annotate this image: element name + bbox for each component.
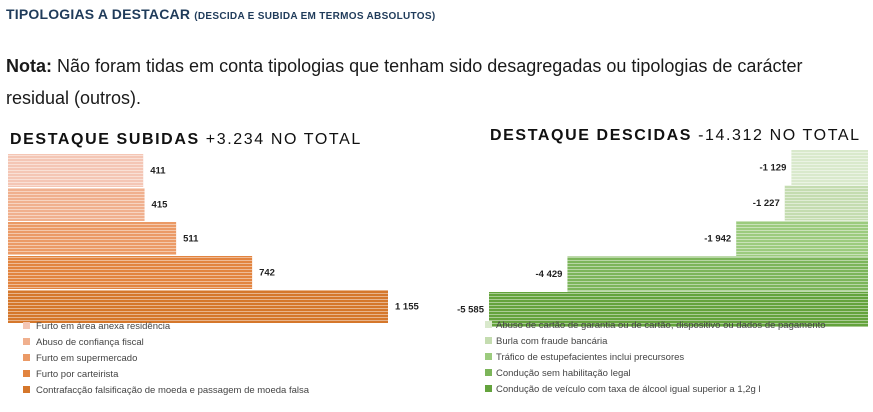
falls-bar-texture-4: [489, 292, 868, 327]
note-paragraph: Nota: Não foram tidas em conta tipologia…: [6, 50, 866, 114]
falls-value-label-4: -5 585: [457, 305, 485, 316]
rises-value-label-2: 511: [183, 234, 199, 245]
rises-value-label-4: 1 155: [395, 302, 419, 313]
rises-legend-item-abuso-de-confianca-fiscal: Abuso de confiança fiscal: [36, 337, 144, 348]
note-text: Não foram tidas em conta tipologias que …: [6, 56, 803, 108]
falls-chart-title: DESTAQUE DESCIDAS -14.312 NO TOTAL: [490, 127, 861, 145]
falls-value-label-0: -1 129: [759, 163, 786, 174]
page-heading-subtitle: (DESCIDA E SUBIDA EM TERMOS ABSOLUTOS): [194, 11, 436, 22]
falls-value-label-1: -1 227: [753, 198, 780, 209]
rises-legend-item-contrafaccao-falsificacao-de-moeda-e-pas: Contrafacção falsificação de moeda e pas…: [36, 385, 310, 396]
rises-legend-swatch-furto-por-carteirista: [23, 370, 30, 377]
falls-legend-swatch-conducao-de-veiculo-com-taxa-de-alcool-i: [485, 385, 492, 392]
falls-legend-swatch-abuso-de-cartao-de-garantia-ou-de-cartao: [485, 321, 492, 328]
falls-legend-item-trafico-de-estupefacientes-inclui-precur: Tráfico de estupefacientes inclui precur…: [496, 352, 684, 363]
rises-legend-swatch-contrafaccao-falsificacao-de-moeda-e-pas: [23, 386, 30, 393]
rises-legend-swatch-furto-em-supermercado: [23, 354, 30, 361]
falls-legend-item-abuso-de-cartao-de-garantia-ou-de-cartao: Abuso de cartão de garantia ou de cartão…: [496, 320, 826, 331]
rises-value-label-1: 415: [152, 200, 169, 211]
rises-chart-title: DESTAQUE SUBIDAS +3.234 NO TOTAL: [10, 131, 362, 149]
falls-bar-texture-1: [784, 185, 868, 221]
rises-bar-texture-2: [8, 222, 177, 255]
falls-chart-title-rest: -14.312 NO TOTAL: [692, 127, 861, 144]
rises-chart-title-bold: DESTAQUE SUBIDAS: [10, 131, 200, 148]
page-heading-title: TIPOLOGIAS A DESTACAR: [6, 6, 191, 22]
rises-legend-item-furto-por-carteirista: Furto por carteirista: [36, 369, 119, 380]
rises-legend-item-furto-em-area-anexa-residencia: Furto em área anexa residência: [36, 321, 171, 332]
falls-bar-texture-2: [736, 221, 868, 256]
rises-bar-texture-1: [8, 188, 145, 221]
falls-legend-swatch-burla-com-fraude-bancaria: [485, 337, 492, 344]
falls-legend-swatch-conducao-sem-habilitacao-legal: [485, 369, 492, 376]
falls-legend-item-conducao-sem-habilitacao-legal: Condução sem habilitação legal: [496, 368, 631, 379]
rises-legend-item-furto-em-supermercado: Furto em supermercado: [36, 353, 137, 364]
rises-legend-swatch-abuso-de-confianca-fiscal: [23, 338, 30, 345]
rises-bar-texture-4: [8, 290, 388, 323]
falls-legend-swatch-trafico-de-estupefacientes-inclui-precur: [485, 353, 492, 360]
rises-chart: 411 415 511 742 1 155 Furto em área anexa res…: [8, 154, 419, 396]
falls-bar-texture-3: [567, 256, 868, 292]
falls-legend-item-conducao-de-veiculo-com-taxa-de-alcool-i: Condução de veículo com taxa de álcool i…: [496, 384, 761, 395]
rises-bar-texture-0: [8, 154, 144, 187]
rises-legend-swatch-furto-em-area-anexa-residencia: [23, 322, 30, 329]
rises-chart-title-rest: +3.234 NO TOTAL: [199, 131, 362, 148]
falls-legend-item-burla-com-fraude-bancaria: Burla com fraude bancária: [496, 336, 608, 347]
falls-chart-title-bold: DESTAQUE DESCIDAS: [490, 127, 693, 144]
rises-value-label-3: 742: [259, 268, 275, 279]
falls-bar-texture-0: [791, 150, 868, 185]
falls-chart: -1 129 -1 227 -1 942 -4 429 -5 585 Abuso de c…: [457, 150, 868, 395]
page-heading: TIPOLOGIAS A DESTACAR (DESCIDA E SUBIDA …: [6, 6, 435, 22]
rises-bar-texture-3: [8, 256, 253, 289]
rises-value-label-0: 411: [150, 166, 166, 177]
note-label: Nota:: [6, 56, 52, 76]
falls-value-label-3: -4 429: [536, 269, 563, 280]
falls-value-label-2: -1 942: [704, 234, 731, 245]
